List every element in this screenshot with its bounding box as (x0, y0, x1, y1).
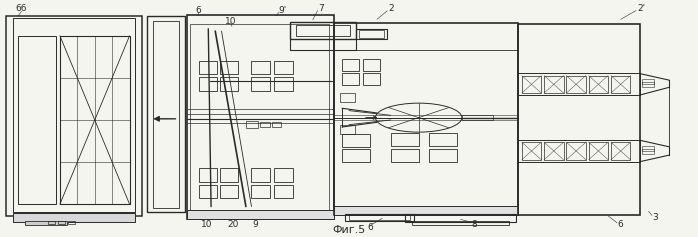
Bar (641, 82, 654, 87)
Text: 10: 10 (225, 17, 237, 26)
Bar (251, 185, 269, 198)
Bar (356, 29, 387, 39)
Bar (522, 76, 541, 93)
Bar (342, 134, 370, 147)
Bar (412, 221, 510, 224)
Bar (342, 73, 359, 85)
Bar (220, 169, 238, 182)
Text: 7: 7 (318, 4, 324, 13)
Text: 3: 3 (653, 213, 658, 222)
Bar (25, 221, 67, 225)
Bar (340, 93, 355, 102)
Bar (246, 121, 258, 128)
Bar (274, 61, 292, 74)
Bar (340, 125, 355, 134)
Bar (641, 146, 654, 151)
Text: 9': 9' (279, 5, 287, 14)
Bar (251, 169, 269, 182)
Bar (349, 215, 410, 220)
Bar (544, 76, 563, 93)
Bar (187, 15, 334, 219)
Bar (199, 77, 217, 91)
Bar (359, 30, 384, 38)
Bar (462, 115, 493, 120)
Text: 2: 2 (388, 4, 394, 13)
Bar (13, 213, 135, 222)
Bar (274, 169, 292, 182)
Bar (6, 16, 142, 216)
Bar (147, 16, 185, 212)
Bar (251, 61, 269, 74)
Text: 6: 6 (195, 5, 201, 14)
Bar (342, 149, 370, 162)
Bar (588, 142, 608, 160)
Bar (220, 61, 238, 74)
Bar (641, 149, 654, 154)
Bar (641, 79, 654, 84)
Text: 10: 10 (201, 220, 213, 229)
Bar (199, 61, 217, 74)
Bar (220, 77, 238, 91)
Bar (519, 73, 640, 96)
Bar (611, 76, 630, 93)
Bar (363, 59, 380, 71)
Bar (566, 76, 586, 93)
Bar (345, 214, 415, 221)
Bar (274, 185, 292, 198)
Bar (522, 142, 541, 160)
Bar (199, 185, 217, 198)
Text: Фиг.5: Фиг.5 (332, 225, 366, 235)
Bar (220, 185, 238, 198)
Bar (296, 25, 350, 36)
Bar (290, 22, 356, 39)
Bar (334, 206, 519, 215)
Bar (429, 149, 457, 162)
Bar (588, 76, 608, 93)
Bar (48, 221, 55, 224)
Text: 8: 8 (472, 220, 477, 229)
Bar (342, 59, 359, 71)
Bar (274, 77, 292, 91)
Text: 9: 9 (252, 220, 258, 229)
Bar (391, 149, 419, 162)
Text: 2': 2' (637, 4, 646, 13)
Bar (199, 169, 217, 182)
Bar (260, 122, 270, 128)
Text: 20: 20 (227, 220, 238, 229)
Bar (405, 214, 517, 222)
Bar (544, 142, 563, 160)
Bar (60, 36, 130, 204)
Bar (251, 77, 269, 91)
Text: 6: 6 (618, 220, 623, 229)
Bar (153, 21, 179, 208)
Bar (187, 210, 334, 219)
Text: 66: 66 (16, 4, 27, 13)
Bar (519, 140, 640, 162)
Bar (363, 73, 380, 85)
Bar (391, 133, 419, 146)
Bar (334, 23, 519, 215)
Bar (58, 221, 65, 224)
Bar (611, 142, 630, 160)
Bar (190, 24, 329, 211)
Bar (429, 133, 457, 146)
Bar (68, 221, 75, 224)
Bar (272, 122, 281, 127)
Bar (13, 18, 135, 212)
Bar (18, 36, 57, 204)
Bar (566, 142, 586, 160)
Text: 6: 6 (367, 223, 373, 232)
Bar (519, 24, 640, 215)
